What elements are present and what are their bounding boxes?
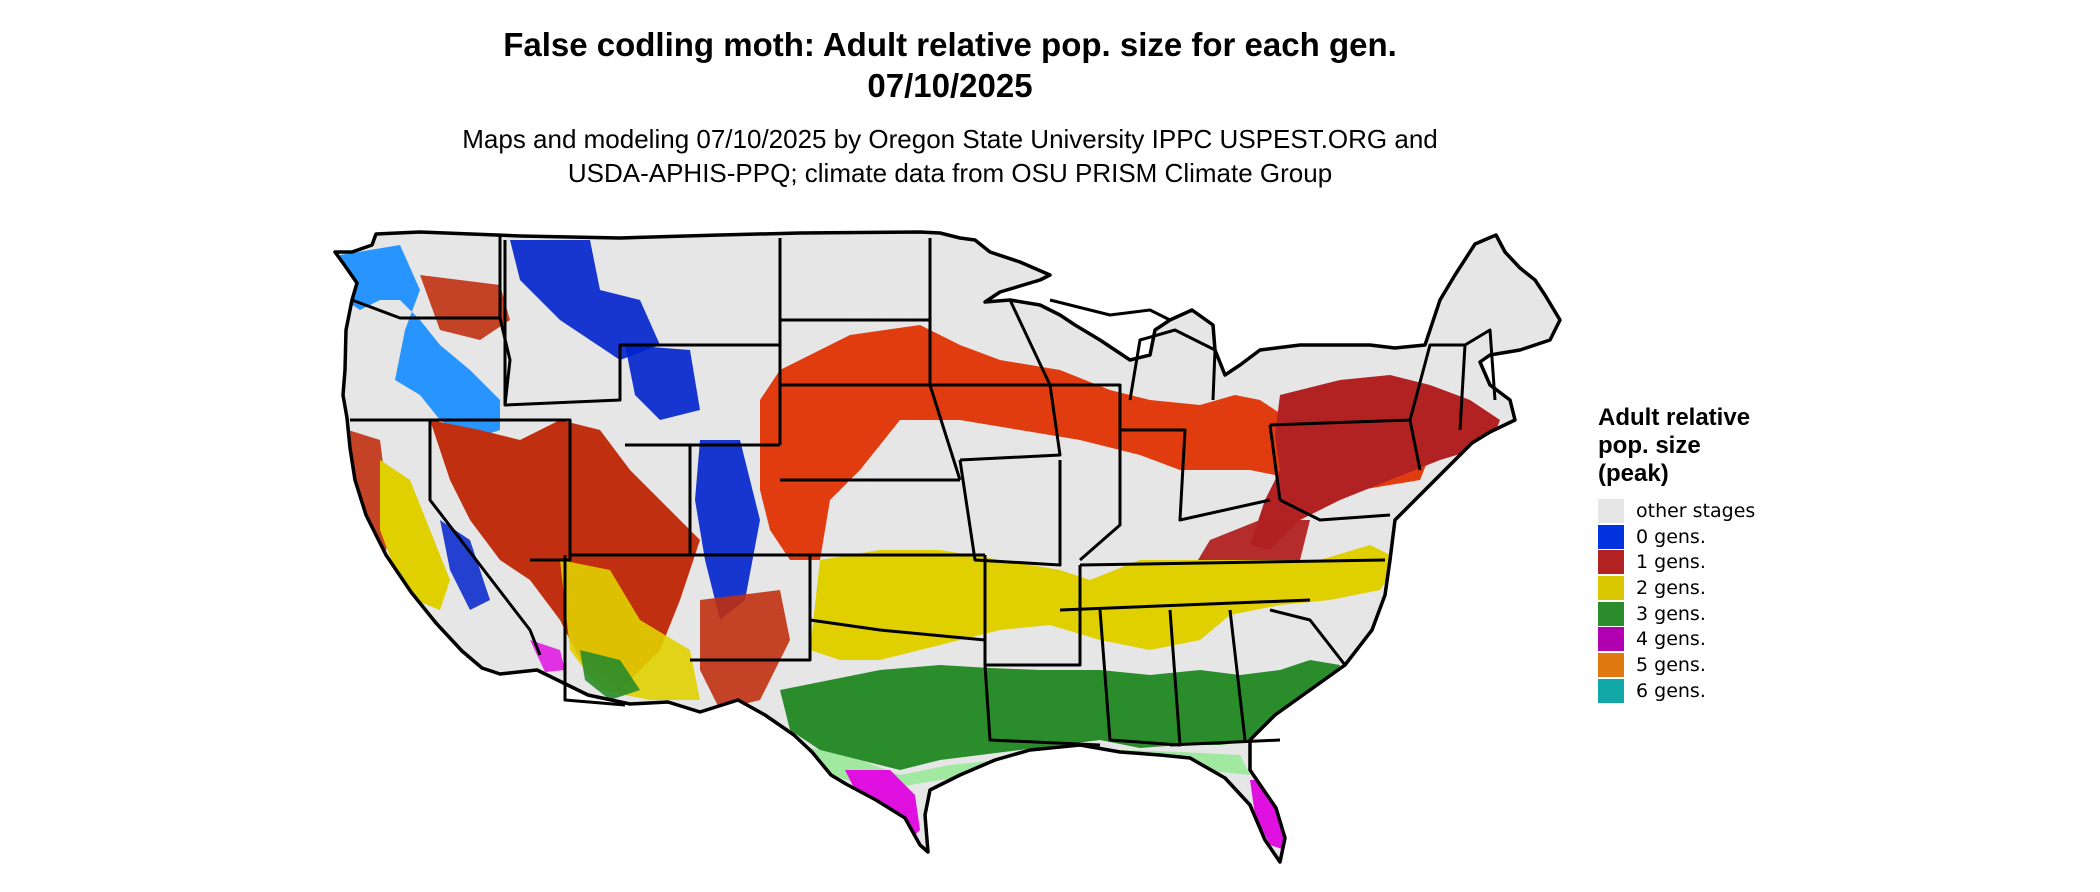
legend-title-line-2: pop. size [1598,432,1701,459]
legend-item-3-gens: 3 gens. [1598,601,1858,627]
legend-label: other stages [1636,499,1756,522]
border-ny-ne [1408,343,1467,431]
legend-title: Adult relative pop. size (peak) [1598,404,1858,488]
zone-3gen-arizona [580,650,640,700]
zone-2gen-south-central [810,545,1400,660]
legend-item-4-gens: 4 gens. [1598,626,1858,652]
zone-0gen-idaho-montana [510,240,660,360]
map-subtitle: Maps and modeling 07/10/2025 by Oregon S… [350,122,1550,190]
border-il [1060,383,1122,562]
border-nv-ut [430,418,572,562]
zone-1gen-northeast [1250,375,1500,550]
zone-0gen-colorado [695,440,760,620]
map-title: False codling moth: Adult relative pop. … [350,24,1550,106]
legend-item-5-gens: 5 gens. [1598,652,1858,678]
legend-swatch [1598,601,1624,626]
legend-swatch [1598,550,1624,575]
zone-0gen-wyoming [625,345,700,420]
zone-1gen-new-mexico [700,590,790,710]
border-mt-wy [503,240,780,407]
border-in-oh [1120,428,1271,522]
border-mo [958,459,1062,567]
legend-item-6-gens: 6 gens. [1598,678,1858,704]
title-line-2: 07/10/2025 [867,67,1033,104]
legend: Adult relative pop. size (peak) other st… [1598,404,1858,704]
border-ia [930,383,1062,462]
border-nv-ca [350,418,542,656]
legend-title-line-1: Adult relative [1598,404,1751,431]
legend-item-2-gens: 2 gens. [1598,575,1858,601]
legend-label: 3 gens. [1636,602,1706,625]
legend-item-0-gens: 0 gens. [1598,524,1858,550]
zone-1gen-oregon [420,275,510,340]
border-ga-sc [1228,609,1247,741]
legend-swatch [1598,575,1624,600]
legend-swatch [1598,652,1624,677]
border-tn-south [1059,598,1311,612]
border-wa-or [351,298,500,320]
border-co-nm [688,445,810,557]
border-nc-sc [1269,608,1347,666]
border-ms-al [1098,609,1182,747]
legend-list: other stages 0 gens. 1 gens. 2 gens. 3 g… [1598,498,1858,704]
zone-0gen-pacific-nw [340,245,500,440]
legend-label: 2 gens. [1636,576,1706,599]
border-ga-fl [1169,738,1281,747]
legend-label: 0 gens. [1636,525,1706,548]
legend-label: 4 gens. [1636,628,1706,651]
border-ar [983,565,1082,667]
border-oh-pa [1268,424,1282,501]
title-line-1: False codling moth: Adult relative pop. … [503,26,1397,63]
legend-label: 1 gens. [1636,551,1706,574]
legend-label: 6 gens. [1636,679,1706,702]
subtitle-line-1: Maps and modeling 07/10/2025 by Oregon S… [462,124,1438,154]
legend-item-other: other stages [1598,498,1858,524]
border-nh-me [1464,328,1497,401]
legend-label: 5 gens. [1636,653,1706,676]
legend-title-line-3: (peak) [1598,460,1669,487]
legend-swatch [1598,627,1624,652]
legend-swatch [1598,498,1624,523]
zone-3gen-gulf [780,660,1340,770]
legend-swatch [1598,678,1624,703]
subtitle-line-2: USDA-APHIS-PPQ; climate data from OSU PR… [567,158,1333,188]
border-la [983,664,1101,747]
border-nm-tx [690,555,812,662]
border-az-nm [563,555,626,707]
zone-0gen-sierra [440,520,490,610]
border-ky-tn [1079,558,1386,567]
border-va-wv [1279,498,1391,522]
legend-swatch [1598,524,1624,549]
legend-item-1-gens: 1 gens. [1598,549,1858,575]
border-up-michigan [1049,298,1171,322]
